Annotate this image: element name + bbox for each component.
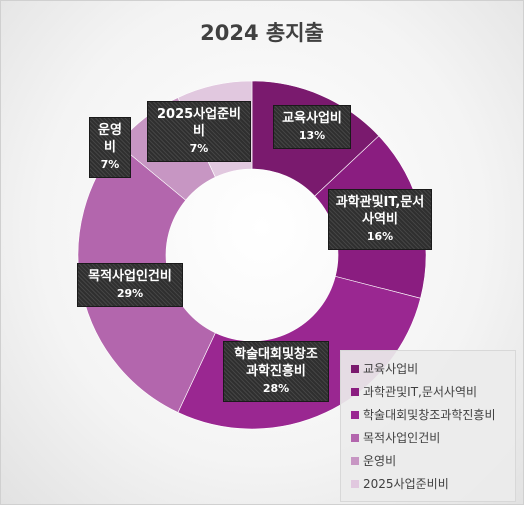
data-label-name: 과학관및IT,문서 [335,195,425,210]
data-label-percent: 7% [100,158,120,171]
legend-swatch [351,387,359,396]
data-label-name: 2025사업준비비 [156,107,242,139]
data-label-1: 교육사업비 13% [273,105,351,149]
legend-item: 교육사업비 [351,357,515,380]
legend-swatch [351,479,359,488]
legend-swatch [351,433,359,442]
legend-label: 학술대회및창조과학진흥비 [363,408,496,422]
data-label-percent: 28% [262,382,290,395]
legend-swatch [351,456,359,465]
data-label-percent: 13% [298,129,326,142]
legend-label: 교육사업비 [363,362,419,376]
data-label-6: 2025사업준비비 7% [147,101,251,162]
legend-label: 운영비 [363,454,397,468]
legend-label: 2025사업준비비 [363,477,449,491]
legend-swatch [351,410,359,419]
legend-item: 학술대회및창조과학진흥비 [351,403,515,426]
legend-item: 2025사업준비비 [351,472,515,495]
data-label-5: 운영비 7% [89,117,131,178]
data-label-name: 사역비 [362,212,398,227]
legend-label: 목적사업인건비 [363,431,441,445]
data-label-name: 운영비 [98,123,122,155]
legend-item: 목적사업인건비 [351,426,515,449]
data-label-percent: 16% [366,230,394,243]
data-label-name: 학술대회및창조 [234,347,318,362]
data-label-percent: 29% [116,287,144,300]
chart-title: 2024 총지출 [200,21,324,45]
data-label-name: 교육사업비 [282,111,342,126]
legend-item: 과학관및IT,문서사역비 [351,380,515,403]
data-label-percent: 7% [189,142,209,155]
data-label-name: 목적사업인건비 [88,269,172,284]
legend-item: 운영비 [351,449,515,472]
data-label-name: 과학진흥비 [246,364,306,379]
legend-swatch [351,364,359,373]
legend-label: 과학관및IT,문서사역비 [363,385,478,399]
data-label-4: 목적사업인건비 29% [77,263,183,307]
